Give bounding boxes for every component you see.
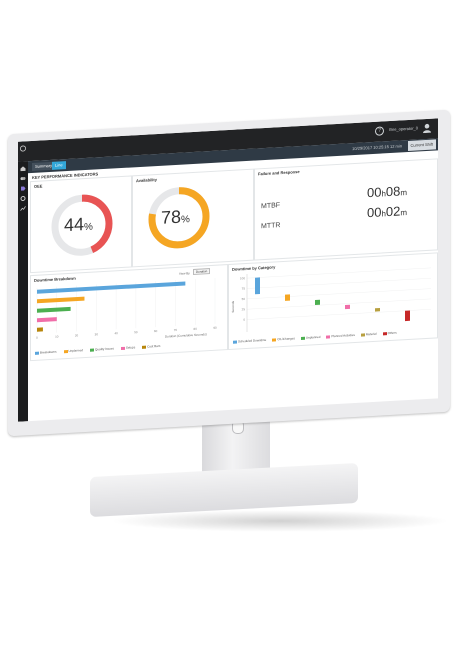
mtbf-label: MTBF	[261, 202, 281, 211]
oee-value: 44	[64, 214, 85, 236]
breakdown-tick-label: 50	[134, 330, 138, 334]
availability-value-label: 78%	[161, 206, 190, 229]
category-bar[interactable]	[345, 304, 350, 310]
breakdown-bar[interactable]	[37, 306, 71, 313]
mttr-value: 00h02m	[367, 203, 408, 221]
trend-icon[interactable]	[20, 205, 26, 211]
breakdown-tick-label: 80	[194, 327, 198, 331]
oee-title: OEE	[34, 183, 43, 189]
legend-item: Unplanned	[300, 335, 320, 340]
legend-item: Cost Bars	[142, 344, 160, 349]
legend-item: Breakdowns	[35, 350, 57, 355]
current-shift-button[interactable]: Current Shift	[407, 139, 436, 152]
failure-response-panel: Failure and Response MTBF 00h08m MTTR 00…	[254, 158, 438, 261]
oee-unit: %	[84, 221, 93, 234]
legend-item: Quality Issues	[90, 346, 114, 351]
view-by-select[interactable]: Duration	[193, 268, 211, 276]
breakdown-x-axis-label: Duration (Cumulative Seconds)	[165, 332, 207, 339]
breakdown-bar[interactable]	[37, 317, 57, 323]
downtime-breakdown-panel: Downtime Breakdown View By Duration 0 10 2…	[30, 264, 228, 362]
category-tick-label: 25	[242, 307, 246, 311]
top-bar: ? Bne_operator_0	[18, 118, 438, 162]
legend-item: Planned Activities	[326, 333, 355, 339]
availability-unit: %	[181, 214, 190, 226]
breakdown-bar[interactable]	[37, 327, 43, 332]
tag-icon[interactable]	[20, 185, 26, 191]
monitor-stand-base	[90, 462, 358, 518]
home-icon[interactable]	[20, 165, 26, 172]
timestamp: 10/29/2017 10:25:15 12 min	[352, 143, 402, 152]
availability-donut-arc	[148, 187, 210, 249]
category-bar[interactable]	[285, 294, 290, 301]
legend-item: Others	[382, 331, 397, 336]
legend-item: Material	[360, 332, 377, 337]
breakdown-tick-label: 10	[55, 335, 59, 339]
logo-icon	[20, 145, 26, 152]
category-bar[interactable]	[405, 310, 410, 322]
oee-donut	[51, 194, 113, 256]
oee-value-label: 44%	[64, 214, 93, 237]
breakdown-legend: Breakdowns Unplanned Quality Issues Setups C…	[35, 343, 167, 355]
stand-shadow	[110, 510, 450, 532]
breakdown-tick-label: 20	[75, 333, 79, 337]
category-bar[interactable]	[255, 277, 260, 295]
tab-line[interactable]: Line	[52, 161, 66, 170]
sidebar	[18, 145, 28, 422]
oee-donut-arc	[51, 194, 113, 256]
breakdown-tick-label: 70	[174, 328, 178, 332]
view-by-label: View By	[179, 271, 190, 276]
availability-value: 78	[161, 206, 182, 228]
category-tick-label: 50	[242, 297, 246, 301]
category-tick-label: 100	[240, 276, 245, 280]
downtime-category-chart: 100 75 50 25 0	[240, 267, 431, 333]
downtime-category-title: Downtime by Category	[232, 264, 276, 272]
gear-icon[interactable]	[20, 195, 26, 202]
category-gridline	[247, 288, 431, 300]
legend-item: Setups	[120, 345, 135, 350]
category-tick-label: 75	[242, 287, 246, 291]
user-avatar-icon[interactable]	[422, 123, 432, 134]
oee-panel: OEE 44%	[30, 175, 132, 274]
failure-response-title: Failure and Response	[258, 169, 300, 177]
category-gridline	[247, 298, 431, 310]
category-gridline	[247, 267, 431, 279]
category-bar[interactable]	[375, 307, 380, 312]
availability-donut	[148, 187, 210, 249]
category-gridline	[247, 277, 431, 289]
breakdown-tick-label: 90	[213, 326, 217, 330]
legend-item: Unplanned	[63, 348, 83, 353]
breakdown-tick-label: 40	[114, 331, 118, 335]
group-icon[interactable]	[20, 175, 26, 181]
downtime-breakdown-title: Downtime Breakdown	[34, 275, 76, 283]
legend-item: CIL/Changes	[272, 336, 295, 341]
user-name[interactable]: Bne_operator_0	[389, 125, 418, 133]
mtbf-value: 00h08m	[367, 183, 408, 201]
availability-panel: Availability 78%	[132, 168, 254, 268]
breakdown-tick-label: 0	[36, 336, 38, 340]
breakdown-bar[interactable]	[37, 281, 186, 294]
breakdown-tick-label: 60	[154, 329, 158, 333]
breakdown-bar[interactable]	[37, 296, 85, 304]
breakdown-tick-label: 30	[95, 332, 99, 336]
downtime-breakdown-chart: 0 10 20 30 40 50 60 70 80 90	[36, 277, 217, 340]
main-content: KEY PERFORMANCE INDICATORS OEE 44% Avail…	[30, 152, 438, 421]
category-tick-label: 0	[243, 318, 245, 322]
category-gridline	[247, 309, 431, 320]
mttr-label: MTTR	[261, 222, 281, 231]
monitor: ? Bne_operator_0 Summary Line 10/29/2017…	[8, 109, 450, 437]
availability-title: Availability	[136, 177, 157, 184]
help-icon[interactable]: ?	[375, 126, 384, 136]
downtime-category-panel: Downtime by Category Seconds 100 75 50 25 0 …	[228, 252, 438, 351]
category-bar[interactable]	[315, 299, 320, 305]
legend-item: Scheduled Downtime	[233, 338, 266, 344]
dashboard-screen: ? Bne_operator_0 Summary Line 10/29/2017…	[18, 118, 438, 422]
